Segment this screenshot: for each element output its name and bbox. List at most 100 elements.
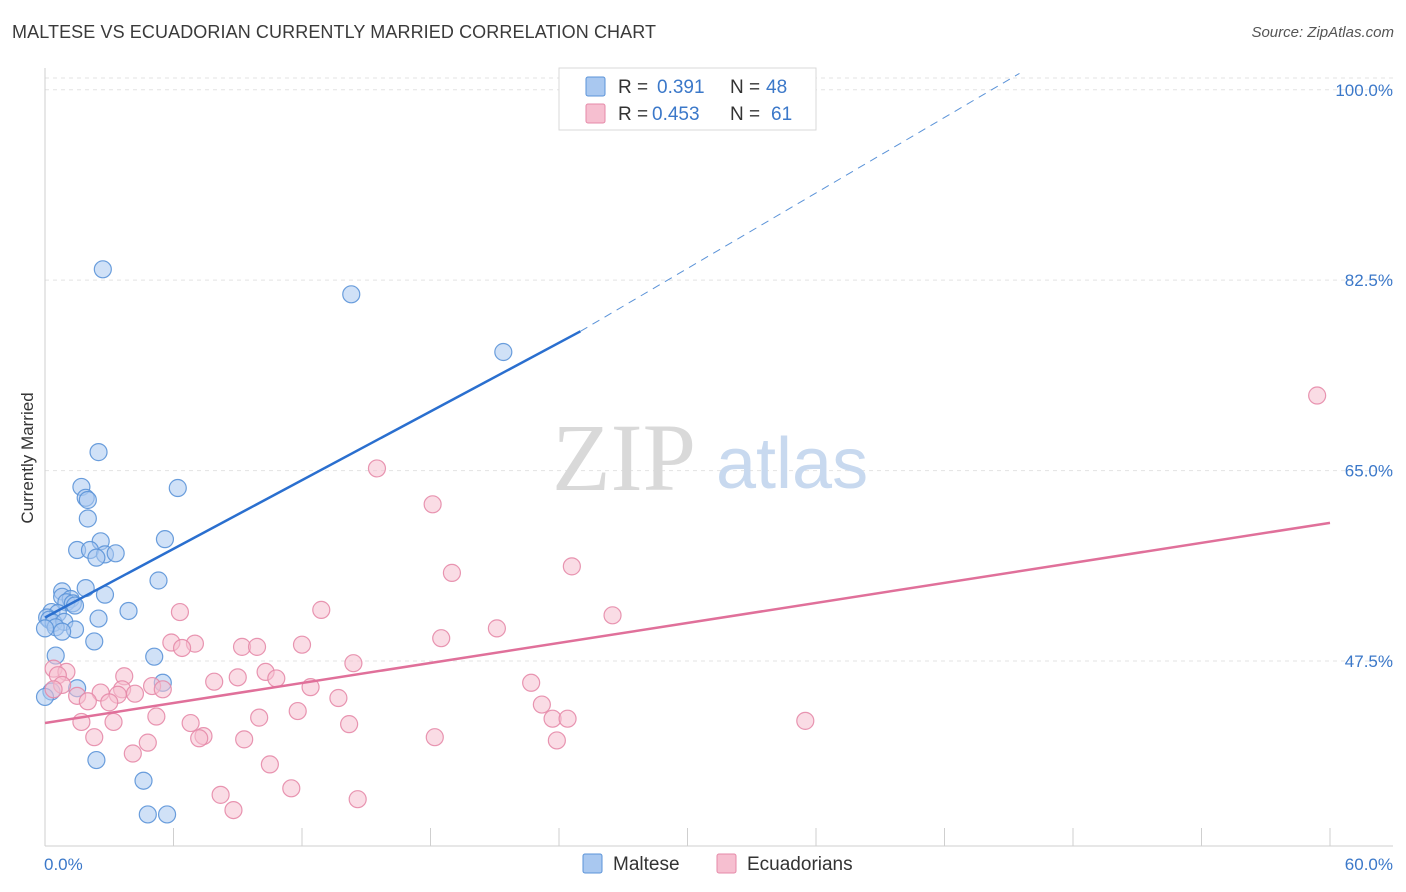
maltese-point	[89, 443, 108, 462]
chart-title: MALTESE VS ECUADORIAN CURRENTLY MARRIED …	[12, 22, 657, 42]
maltese-point	[93, 260, 112, 279]
y-tick-label: 65.0%	[1345, 462, 1393, 481]
ecuadorian-point	[44, 680, 63, 699]
maltese-point	[85, 632, 104, 651]
maltese-point	[106, 544, 125, 563]
source-credit: Source: ZipAtlas.com	[1251, 24, 1394, 41]
ecuadorian-point	[260, 755, 279, 774]
x-axis-ticks	[44, 828, 1331, 846]
ecuadorian-point	[170, 602, 190, 622]
ecuadorian-point	[224, 800, 243, 820]
maltese-trend-line	[44, 330, 582, 619]
y-axis-title: Currently Married	[18, 392, 37, 523]
ecuadorian-point	[190, 729, 209, 748]
ecuadorian-point	[558, 709, 577, 728]
ecuadorian-point	[235, 730, 254, 749]
legend-r-value-ecuadorians: 0.453	[652, 104, 700, 125]
maltese-point	[168, 478, 187, 498]
ecuadorian-point	[603, 606, 622, 625]
maltese-point	[155, 530, 175, 549]
series-legend: Maltese Ecuadorians	[582, 853, 853, 875]
maltese-point	[53, 622, 72, 641]
ecuadorian-point	[123, 744, 142, 763]
ecuadorian-point	[85, 728, 104, 747]
maltese-point	[494, 342, 513, 362]
ecuadorian-point	[247, 637, 267, 656]
watermark: ZIP atlas	[552, 404, 868, 511]
ecuadorian-point	[147, 707, 166, 726]
ecuadorian-point	[205, 672, 224, 691]
maltese-point	[119, 601, 138, 621]
legend-n-value-ecuadorians: 61	[771, 104, 792, 125]
ecuadorian-point	[267, 669, 286, 688]
maltese-point	[149, 571, 168, 590]
ecuadorian-point	[78, 692, 97, 711]
y-tick-label: 82.5%	[1345, 271, 1393, 290]
x-tick-label-min: 0.0%	[44, 855, 83, 874]
ecuadorian-point	[181, 713, 200, 733]
ecuadorian-point	[532, 695, 551, 714]
ecuadorian-point	[211, 785, 230, 804]
ecuadorian-point	[172, 638, 192, 658]
ecuadorian-point	[547, 731, 566, 750]
trend-lines	[44, 73, 1331, 725]
ecuadorian-point	[367, 459, 387, 478]
ecuadorian-point	[487, 619, 506, 638]
bottom-legend-swatch-maltese	[582, 853, 603, 874]
ecuadorian-point	[153, 680, 172, 699]
legend-swatch-ecuadorians	[585, 103, 606, 124]
maltese-point	[342, 285, 361, 304]
x-tick-label-max: 60.0%	[1345, 855, 1393, 874]
bottom-legend-ecuadorians: Ecuadorians	[747, 854, 853, 875]
ecuadorian-point	[423, 495, 442, 514]
watermark-atlas: atlas	[716, 424, 868, 504]
ecuadorian-point	[344, 654, 363, 673]
y-tick-label: 100.0%	[1335, 81, 1393, 100]
ecuadorian-point	[288, 701, 307, 721]
ecuadorian-point	[340, 715, 359, 734]
maltese-point	[78, 490, 97, 510]
ecuadorian-point	[796, 711, 815, 730]
ecuadorian-point	[562, 557, 581, 576]
maltese-point	[35, 619, 55, 638]
ecuadorian-point	[442, 563, 462, 582]
maltese-point	[134, 771, 153, 790]
legend-n-label-maltese: N =	[730, 77, 760, 98]
ecuadorian-point	[100, 693, 119, 712]
y-tick-label: 47.5%	[1345, 652, 1393, 671]
y-tick-labels: 47.5% 65.0% 82.5% 100.0%	[1335, 81, 1393, 671]
ecuadorian-point	[228, 668, 247, 687]
ecuadorian-points	[44, 386, 1327, 820]
stats-legend: R = 0.391 N = 48 R = 0.453 N = 61	[558, 67, 817, 131]
ecuadorian-point	[104, 712, 123, 732]
legend-n-label-ecuadorians: N =	[730, 104, 760, 125]
maltese-point	[87, 548, 106, 567]
maltese-point	[78, 509, 97, 528]
ecuadorian-point	[312, 600, 331, 619]
ecuadorian-point	[329, 688, 348, 708]
legend-n-value-maltese: 48	[766, 77, 787, 98]
bottom-legend-swatch-ecuadorians	[716, 853, 737, 874]
ecuadorian-point	[348, 790, 367, 809]
ecuadorian-point	[522, 673, 541, 692]
maltese-point	[76, 579, 95, 598]
maltese-point	[89, 609, 108, 628]
maltese-point	[138, 805, 157, 824]
maltese-point	[145, 647, 164, 666]
ecuadorian-point	[125, 684, 145, 703]
ecuadorian-trend-line	[44, 521, 1331, 725]
gridlines	[45, 77, 1393, 662]
ecuadorian-point	[432, 629, 451, 648]
legend-r-label-maltese: R =	[618, 77, 648, 98]
maltese-point	[87, 750, 106, 770]
ecuadorian-point	[425, 728, 444, 747]
ecuadorian-point	[282, 779, 301, 798]
ecuadorian-point	[250, 708, 269, 727]
ecuadorian-point	[1308, 386, 1327, 405]
maltese-trend-extension	[580, 73, 1020, 332]
watermark-zip: ZIP	[552, 404, 696, 511]
legend-r-label-ecuadorians: R =	[618, 104, 648, 125]
ecuadorian-point	[138, 733, 157, 752]
maltese-point	[157, 805, 177, 824]
